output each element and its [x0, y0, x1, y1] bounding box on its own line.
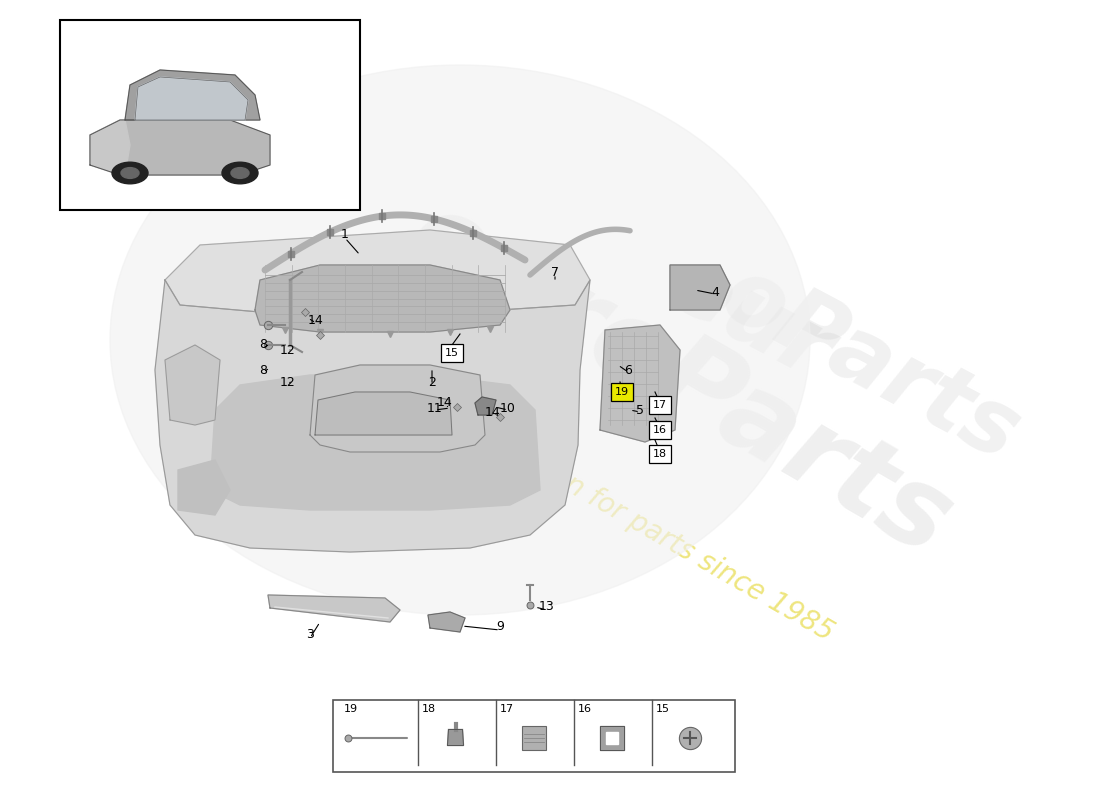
Text: 12: 12	[280, 375, 296, 389]
Polygon shape	[90, 120, 130, 175]
Text: 8: 8	[258, 338, 267, 351]
Text: 3: 3	[306, 629, 313, 642]
Polygon shape	[210, 375, 540, 510]
Ellipse shape	[231, 168, 249, 178]
Text: 14: 14	[437, 395, 453, 409]
Bar	[649, 445, 671, 463]
Polygon shape	[600, 726, 624, 750]
Bar	[649, 396, 671, 414]
Text: 5: 5	[636, 403, 644, 417]
Polygon shape	[315, 392, 452, 435]
Text: 16: 16	[578, 704, 592, 714]
Polygon shape	[448, 730, 463, 746]
Polygon shape	[165, 230, 590, 320]
Text: 18: 18	[422, 704, 436, 714]
Polygon shape	[135, 77, 248, 120]
Text: 1: 1	[341, 229, 349, 242]
Text: 17: 17	[653, 400, 667, 410]
Text: eur: eur	[654, 242, 846, 398]
Polygon shape	[165, 345, 220, 425]
Text: 19: 19	[615, 387, 629, 397]
Text: 12: 12	[280, 343, 296, 357]
Bar	[333, 700, 735, 772]
Text: 14: 14	[485, 406, 501, 418]
Text: 10: 10	[500, 402, 516, 414]
Polygon shape	[475, 397, 496, 415]
Text: 17: 17	[500, 704, 514, 714]
Polygon shape	[605, 731, 617, 743]
Ellipse shape	[121, 168, 139, 178]
Text: 8: 8	[258, 363, 267, 377]
Ellipse shape	[112, 162, 148, 184]
Polygon shape	[310, 365, 485, 452]
Text: 6: 6	[624, 363, 631, 377]
Text: 18: 18	[653, 449, 667, 459]
Bar	[649, 421, 671, 439]
Text: euroParts: euroParts	[389, 182, 970, 578]
Text: 15: 15	[446, 348, 459, 358]
Text: 19: 19	[344, 704, 359, 714]
Polygon shape	[670, 265, 730, 310]
Text: 14: 14	[308, 314, 323, 326]
Text: 7: 7	[551, 266, 559, 278]
Ellipse shape	[222, 162, 258, 184]
Text: 2: 2	[428, 375, 436, 389]
Text: 9: 9	[496, 621, 504, 634]
Text: 15: 15	[656, 704, 670, 714]
Polygon shape	[255, 265, 510, 332]
Text: 4: 4	[711, 286, 719, 298]
Bar	[60, 20, 360, 210]
Polygon shape	[521, 726, 546, 750]
Polygon shape	[428, 612, 465, 632]
Text: 16: 16	[653, 425, 667, 435]
Polygon shape	[125, 70, 260, 120]
Text: 13: 13	[539, 601, 554, 614]
Bar	[441, 344, 463, 362]
Bar	[610, 383, 632, 401]
Polygon shape	[90, 120, 270, 175]
Ellipse shape	[110, 65, 810, 615]
Polygon shape	[600, 325, 680, 442]
Text: oParts: oParts	[706, 250, 1034, 480]
Polygon shape	[155, 280, 590, 552]
Polygon shape	[268, 595, 400, 622]
Polygon shape	[178, 460, 230, 515]
Text: a passion for parts since 1985: a passion for parts since 1985	[461, 413, 838, 647]
Text: 11: 11	[427, 402, 443, 414]
